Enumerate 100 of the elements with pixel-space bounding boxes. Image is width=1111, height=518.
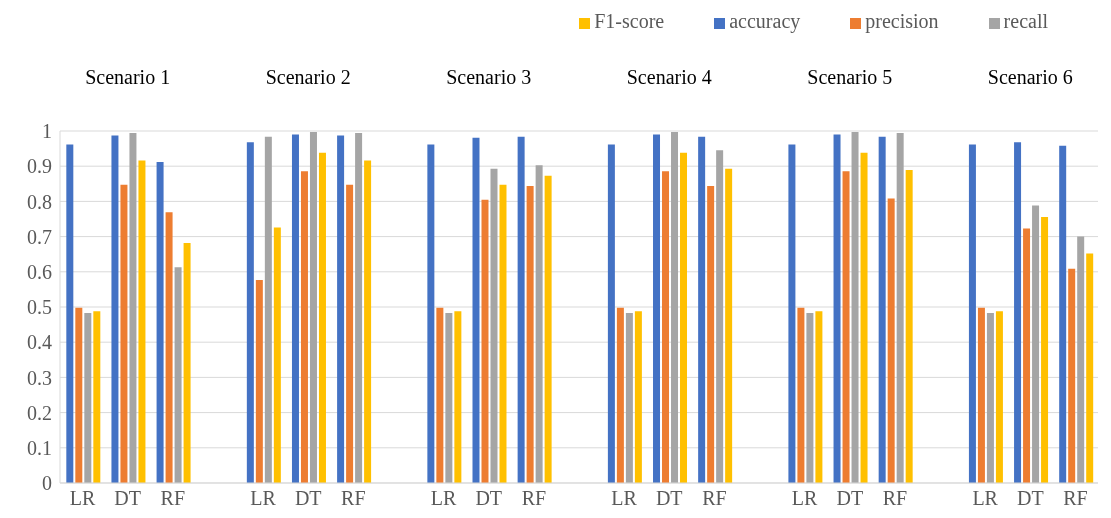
- bar: [977, 307, 985, 483]
- bar: [1086, 253, 1094, 483]
- bar: [716, 150, 724, 483]
- x-tick-label: RF: [1063, 487, 1088, 510]
- bar: [905, 170, 913, 483]
- bar: [878, 136, 886, 483]
- bar: [707, 185, 715, 483]
- bar: [427, 144, 435, 483]
- y-tick-label: 0.7: [27, 225, 52, 248]
- x-tick-label: LR: [430, 487, 458, 510]
- bar: [671, 132, 679, 483]
- bar: [1032, 205, 1040, 483]
- bar: [246, 142, 254, 483]
- bar: [481, 199, 489, 483]
- bar: [273, 227, 281, 483]
- bar: [806, 312, 814, 483]
- bar: [364, 160, 372, 483]
- y-tick-label: 0.6: [27, 260, 52, 283]
- bar: [291, 134, 299, 483]
- bar: [860, 152, 868, 483]
- text: Scenario 2: [264, 66, 352, 89]
- bar: [517, 136, 525, 483]
- y-tick-label: 0.2: [27, 401, 52, 424]
- bar: [156, 161, 164, 483]
- y-tick-label: 0.9: [27, 155, 52, 178]
- bar: [607, 144, 615, 483]
- bar: [698, 136, 706, 483]
- bar: [66, 144, 74, 483]
- x-tick-label: LR: [972, 487, 999, 510]
- bar: [183, 242, 191, 483]
- legend-label: recall: [1003, 10, 1048, 32]
- x-tick-label: LR: [250, 487, 277, 510]
- bar: [797, 307, 805, 483]
- text: Scenario 6: [986, 66, 1074, 89]
- x-tick-label: LR: [791, 487, 819, 510]
- bar: [680, 152, 688, 483]
- x-tick-label: RF: [160, 487, 186, 510]
- bar: [815, 311, 823, 483]
- bar: [454, 311, 462, 483]
- x-tick-label: RF: [341, 487, 366, 510]
- bar: [309, 132, 317, 483]
- x-tick-label: DT: [294, 487, 322, 510]
- y-tick-label: 0.3: [27, 366, 52, 389]
- bar: [165, 212, 173, 483]
- bar: [111, 135, 119, 483]
- x-tick-label: DT: [655, 487, 683, 510]
- bar: [129, 133, 137, 483]
- y-tick-label: 1: [42, 120, 52, 143]
- text: Scenario 1: [84, 66, 172, 89]
- bar: [887, 198, 895, 483]
- x-tick-label: DT: [114, 487, 142, 510]
- bar: [788, 144, 796, 483]
- bar: [1068, 268, 1076, 483]
- bar: [1041, 216, 1049, 483]
- bar: [616, 307, 624, 483]
- y-tick-label: 0.4: [27, 331, 52, 354]
- bar: [490, 168, 498, 483]
- bar: [896, 133, 904, 483]
- bar: [544, 175, 552, 483]
- bar: [526, 185, 534, 483]
- bar: [174, 267, 182, 483]
- bar: [346, 184, 354, 483]
- bar: [535, 165, 543, 483]
- text: Scenario 5: [806, 66, 894, 89]
- x-tick-label: LR: [69, 487, 96, 510]
- bar: [84, 312, 92, 483]
- bar: [662, 171, 670, 483]
- legend-label: precision: [865, 10, 939, 32]
- bar: [138, 160, 146, 483]
- bar: [634, 311, 642, 483]
- bar: [968, 144, 976, 483]
- y-tick-label: 0.1: [27, 436, 52, 459]
- x-tick-label: DT: [836, 487, 864, 510]
- bar: [1059, 145, 1067, 483]
- bar: [725, 168, 733, 483]
- bar: [445, 312, 453, 483]
- bar: [986, 312, 994, 483]
- bar: [625, 312, 633, 483]
- bar: [842, 171, 850, 483]
- y-tick-label: 0.8: [27, 190, 52, 213]
- bar: [93, 311, 101, 483]
- text: Scenario 4: [625, 66, 713, 89]
- bar: [300, 171, 308, 483]
- legend-label: accuracy: [729, 10, 801, 32]
- bar: [499, 184, 507, 483]
- bar: [472, 137, 480, 483]
- bar: [653, 134, 661, 483]
- bar: [851, 132, 859, 483]
- bar: [264, 136, 272, 483]
- bar: [355, 133, 363, 483]
- bar: [75, 307, 83, 483]
- bar: [255, 279, 263, 483]
- x-tick-label: DT: [1016, 487, 1044, 510]
- bar: [120, 184, 128, 483]
- bar: [1077, 236, 1085, 483]
- bar: [337, 135, 345, 483]
- y-tick-label: 0: [42, 472, 52, 495]
- x-tick-label: DT: [475, 487, 503, 510]
- bar: [1014, 142, 1022, 483]
- text: Scenario 3: [445, 66, 533, 89]
